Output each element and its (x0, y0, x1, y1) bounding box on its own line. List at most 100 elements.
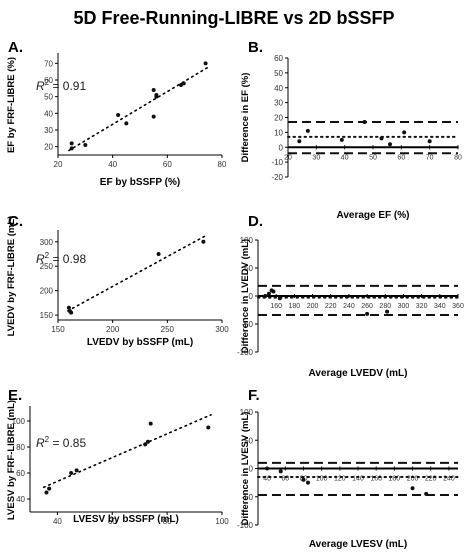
x-tick-label: 200 (307, 303, 319, 310)
x-tick-label: 80 (218, 160, 227, 169)
y-tick-label: -50 (241, 493, 253, 502)
chart-panel: D. 100 50 0 -50 -100 160 180 200 220 240 260 280 300 3… (237, 213, 464, 379)
x-axis-label: Average LVESV (mL) (309, 539, 407, 550)
data-point (124, 121, 129, 126)
x-tick-label: 60 (281, 476, 289, 483)
data-point (305, 128, 310, 133)
data-point (271, 289, 276, 294)
panel-label: D. (248, 213, 263, 230)
chart-panel: F.100500-50-1004060801001201401601802002… (237, 387, 459, 550)
y-tick-label: 50 (44, 93, 53, 102)
r-squared-label: R2 = 0.85 (36, 435, 86, 450)
y-axis-label: LVESV by FRF-LIBRE (mL) (6, 400, 17, 520)
x-tick-label: 280 (379, 303, 391, 310)
r-squared-label: R2 = 0.91 (36, 78, 86, 93)
x-tick-label: 50 (369, 154, 377, 161)
y-tick-label: 200 (40, 287, 54, 296)
data-point (151, 88, 156, 92)
chart-panel: C. 150 200 250 300 150 200 250 300 R2 = 0.98 LVEDV… (6, 213, 229, 348)
x-tick-label: 40 (53, 517, 62, 526)
y-tick-label: 150 (40, 311, 54, 320)
x-tick-label: 100 (215, 517, 229, 526)
data-point (301, 477, 306, 482)
x-tick-label: 150 (51, 325, 65, 334)
y-tick-label: 70 (44, 59, 53, 68)
data-point (388, 142, 392, 147)
data-point (69, 310, 74, 315)
y-tick-label: 40 (274, 84, 283, 93)
x-tick-label: 220 (325, 303, 337, 310)
y-axis-label: Difference in LVESV (mL) (240, 412, 251, 526)
chart-panel: A. 20 40 60 80 20 30 40 50 60 70 R2 = 0.91 EF by bSS… (6, 39, 227, 188)
x-axis-label: LVEDV by bSSFP (mL) (87, 337, 193, 348)
x-tick-label: 240 (343, 303, 355, 310)
data-point (69, 146, 74, 151)
data-point (365, 311, 370, 316)
panel-label: F. (248, 387, 260, 404)
x-tick-label: 250 (161, 325, 175, 334)
x-tick-label: 120 (334, 476, 346, 483)
data-point (266, 291, 271, 296)
x-tick-label: 200 (106, 325, 120, 334)
chart-panel: E. 40 60 80 100 40 60 80 100 R2 = 0.85 LVESV by bS… (6, 387, 229, 526)
y-tick-label: 20 (44, 143, 53, 152)
x-tick-label: 180 (389, 476, 401, 483)
x-tick-label: 60 (108, 517, 117, 526)
x-tick-label: 160 (270, 303, 282, 310)
y-tick-label: -10 (271, 158, 283, 167)
x-tick-label: 20 (284, 154, 292, 161)
trend-line (67, 235, 206, 312)
data-point (151, 114, 156, 119)
y-tick-label: 0 (249, 292, 254, 301)
data-point (69, 141, 74, 146)
panel-label: E. (8, 387, 22, 404)
y-tick-label: 100 (12, 417, 26, 426)
x-tick-label: 160 (370, 476, 382, 483)
y-tick-label: 250 (40, 262, 54, 271)
data-point (143, 442, 148, 447)
data-point (306, 480, 310, 485)
data-point (47, 486, 52, 491)
x-tick-label: 30 (312, 154, 320, 161)
x-tick-label: 60 (397, 154, 405, 161)
y-tick-label: 80 (16, 443, 25, 452)
panel-label: B. (248, 39, 263, 56)
data-point (44, 490, 49, 495)
data-point (66, 305, 71, 310)
x-tick-label: 40 (341, 154, 349, 161)
figure-title: 5D Free-Running-LIBRE vs 2D bSSFP (73, 8, 395, 28)
x-tick-label: 240 (443, 476, 455, 483)
x-tick-label: 300 (215, 325, 229, 334)
x-axis-label: Average LVEDV (mL) (309, 368, 408, 379)
y-tick-label: 30 (274, 99, 283, 108)
x-tick-label: 40 (108, 160, 117, 169)
x-tick-label: 260 (361, 303, 373, 310)
data-point (424, 491, 429, 496)
data-point (148, 421, 153, 426)
y-tick-label: 60 (274, 54, 283, 63)
y-tick-label: 50 (244, 264, 253, 273)
x-tick-label: 100 (316, 476, 328, 483)
x-tick-label: 140 (352, 476, 364, 483)
y-tick-label: 0 (279, 143, 284, 152)
data-point (154, 93, 159, 97)
y-axis-label: LVEDV by FRF-LIBRE (mL) (6, 216, 17, 337)
x-tick-label: 40 (263, 476, 271, 483)
y-tick-label: 60 (44, 76, 53, 85)
x-tick-label: 320 (416, 303, 428, 310)
x-tick-label: 60 (163, 160, 172, 169)
r-squared-label: R2 = 0.98 (36, 251, 86, 266)
data-point (156, 252, 161, 256)
y-tick-label: 100 (240, 236, 254, 245)
data-point (297, 139, 302, 144)
x-tick-label: 200 (407, 476, 419, 483)
data-point (379, 136, 384, 141)
y-axis-label: Difference in EF (%) (240, 73, 251, 163)
data-point (74, 468, 79, 473)
y-tick-label: 0 (249, 465, 254, 474)
x-tick-label: 20 (54, 160, 63, 169)
data-point (278, 469, 283, 474)
y-tick-label: 20 (274, 114, 283, 123)
y-tick-label: -100 (237, 348, 254, 357)
y-tick-label: -50 (241, 320, 253, 329)
